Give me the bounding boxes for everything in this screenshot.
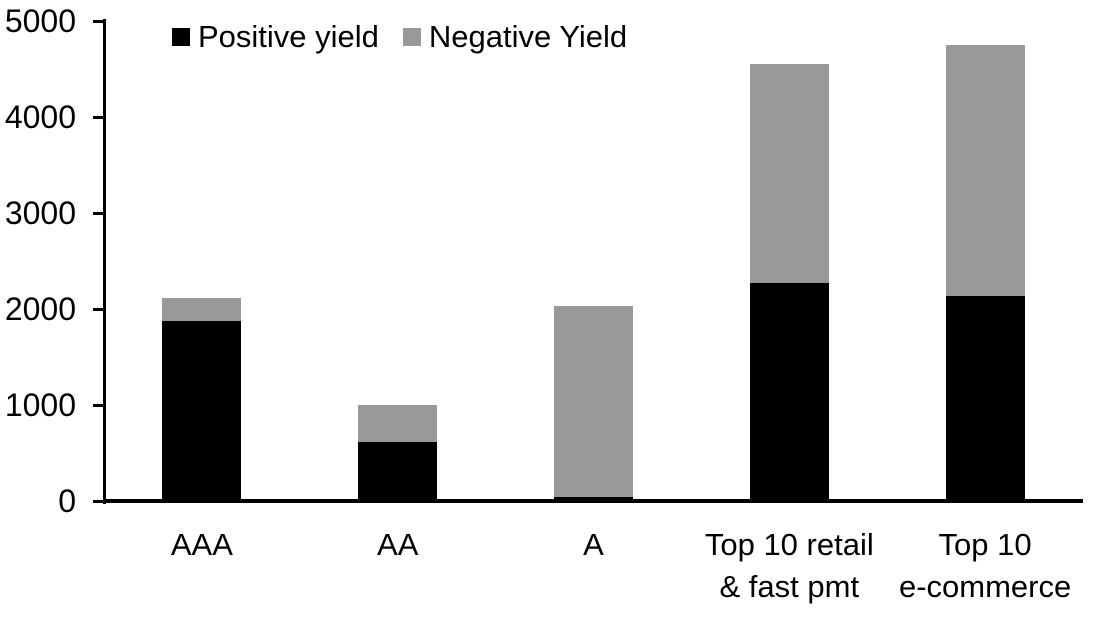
y-tick-label: 1000 [4, 387, 76, 423]
y-tick-mark [93, 403, 104, 407]
bar-segment-positive-4 [945, 295, 1025, 501]
bar-segment-positive-3 [749, 283, 829, 501]
x-category-label: Top 10 retail & fast pmt [704, 527, 874, 604]
y-tick-mark [93, 19, 104, 23]
legend-swatch-icon [402, 27, 421, 46]
y-tick-mark [93, 499, 104, 503]
y-tick-label: 5000 [4, 3, 76, 39]
x-category-label: AA [377, 527, 419, 562]
bar-segment-positive-0 [162, 320, 242, 501]
bar-segment-negative-2 [554, 306, 633, 497]
y-tick-mark [93, 115, 104, 119]
bar-segment-negative-3 [749, 64, 829, 284]
legend-label: Negative Yield [428, 19, 628, 54]
bar-segment-positive-1 [358, 442, 438, 501]
legend-swatch-icon [172, 27, 190, 46]
bar-segment-negative-1 [358, 405, 438, 443]
chart-legend: Positive yield Negative Yield [172, 21, 627, 52]
legend-item-positive: Positive yield [172, 21, 379, 52]
legend-label: Positive yield [198, 19, 379, 54]
y-tick-mark [93, 211, 104, 215]
bar-segment-negative-0 [162, 298, 242, 321]
x-category-label: AAA [170, 527, 233, 562]
x-category-label: Top 10 e-commerce [898, 527, 1072, 604]
y-tick-label: 4000 [4, 99, 76, 135]
x-category-label: A [583, 527, 604, 562]
x-axis-line [103, 499, 1083, 503]
legend-item-negative: Negative Yield [402, 19, 628, 54]
y-tick-label: 2000 [4, 291, 76, 327]
y-tick-mark [93, 307, 104, 311]
y-axis-line [103, 19, 106, 504]
y-tick-label: 0 [58, 483, 76, 519]
bar-segment-negative-4 [945, 45, 1025, 296]
bar-segment-positive-2 [554, 496, 633, 501]
y-tick-label: 3000 [4, 195, 76, 231]
